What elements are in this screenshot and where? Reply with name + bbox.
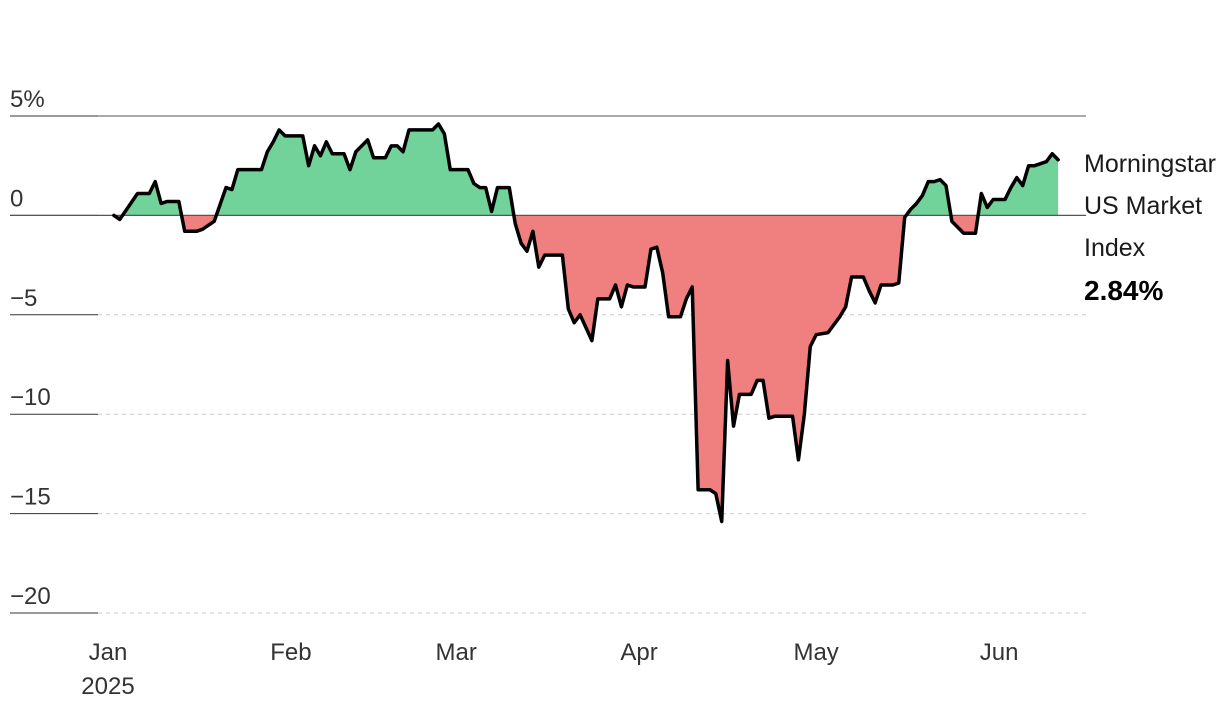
gain-area [122, 181, 182, 216]
x-tick-label: Jan [89, 639, 128, 666]
gain-area [216, 123, 514, 216]
x-tick-label: Mar [436, 639, 477, 666]
x-tick-label: Jun [980, 639, 1019, 666]
y-tick-label: −15 [10, 484, 51, 511]
x-tick-sublabel: 2025 [81, 673, 134, 700]
loss-area [181, 215, 217, 232]
x-tick-label: May [793, 639, 838, 666]
x-tick-label: Feb [270, 639, 311, 666]
y-tick-label: −10 [10, 384, 51, 411]
y-tick-label: −5 [10, 285, 37, 312]
loss-area [513, 215, 907, 522]
loss-area [950, 215, 979, 234]
legend-series-name-line-3: Index [1084, 234, 1146, 262]
y-tick-label: 0 [10, 185, 23, 212]
x-tick-label: Apr [620, 639, 657, 666]
y-axis: 5% 0 −5 −10 −15 −20 [10, 86, 51, 610]
series-line-layer [112, 122, 1060, 524]
y-tick-label: 5% [10, 86, 45, 113]
gain-area [906, 179, 951, 216]
series-line [112, 122, 1060, 524]
legend: Morningstar US Market Index 2.84% [1084, 150, 1216, 306]
legend-series-name-line-1: Morningstar [1084, 150, 1216, 178]
y-tick-label: −20 [10, 583, 51, 610]
area-fills [113, 123, 1059, 522]
legend-latest-value: 2.84% [1084, 275, 1163, 306]
legend-series-name-line-2: US Market [1084, 192, 1202, 220]
x-axis: Jan 2025 Feb Mar Apr May Jun [81, 639, 1018, 700]
